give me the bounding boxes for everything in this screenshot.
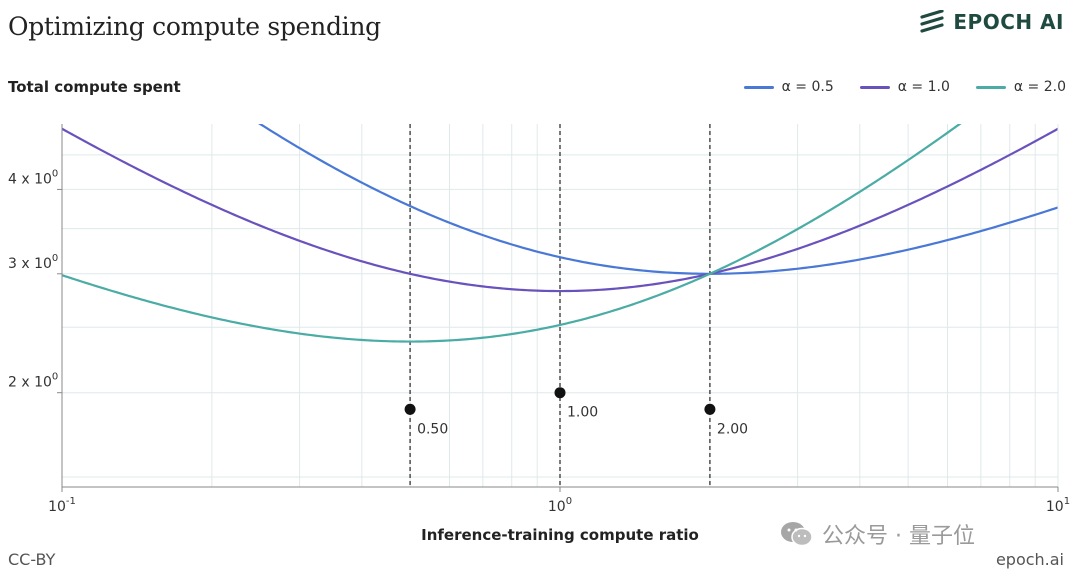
optimum-marker [704,403,716,415]
page-title: Optimizing compute spending [8,12,381,41]
optimum-guides [409,124,711,487]
optimum-label: 2.00 [717,421,748,437]
legend-label: α = 0.5 [781,79,834,95]
axes [57,124,1059,492]
y-tick-label: 3 x 100 [8,253,58,272]
x-tick-label: 10-1 [48,496,76,515]
optimum-marker [554,387,566,399]
wechat-icon [781,522,813,547]
y-tick-label: 4 x 100 [8,168,58,187]
legend-swatch [859,85,890,89]
legend-label: α = 2.0 [1013,79,1066,95]
brand-logo: EPOCH AI [919,10,1064,34]
chart-title: Total compute spent [8,78,181,96]
watermark-text: 公众号 · 量子位 [822,524,975,549]
optimum-label: 1.00 [567,405,598,421]
license-label: CC-BY [8,550,56,569]
site-link[interactable]: epoch.ai [995,550,1064,569]
watermark: 公众号 · 量子位 [780,518,975,550]
legend-item-alpha-1-0: α = 1.0 [859,79,950,95]
legend-swatch [975,85,1006,89]
y-tick-label: 2 x 100 [8,372,58,391]
x-tick-label: 101 [1046,496,1070,515]
legend-item-alpha-0-5: α = 0.5 [743,79,834,95]
optimum-label: 0.50 [417,421,448,437]
legend-label: α = 1.0 [897,79,950,95]
series-line-alpha-0-5 [258,124,1058,275]
series-line-alpha-2 [62,124,962,343]
series-line-alpha-1 [62,127,1058,293]
tick-labels: 10-1 100 101 2 x 100 3 x 100 4 x 100 [8,168,1070,515]
chart-legend: α = 0.5 α = 1.0 α = 2.0 [743,79,1066,95]
epoch-logo-icon [920,10,944,33]
x-tick-label: 100 [548,496,572,515]
optimum-marker [404,403,416,415]
legend-item-alpha-2-0: α = 2.0 [975,79,1066,95]
legend-swatch [743,85,774,89]
optimum-markers: 0.50 1.00 2.00 [404,387,748,437]
brand-name: EPOCH AI [953,10,1064,34]
series-lines [62,124,1058,343]
x-axis-title: Inference-training compute ratio [421,526,699,544]
